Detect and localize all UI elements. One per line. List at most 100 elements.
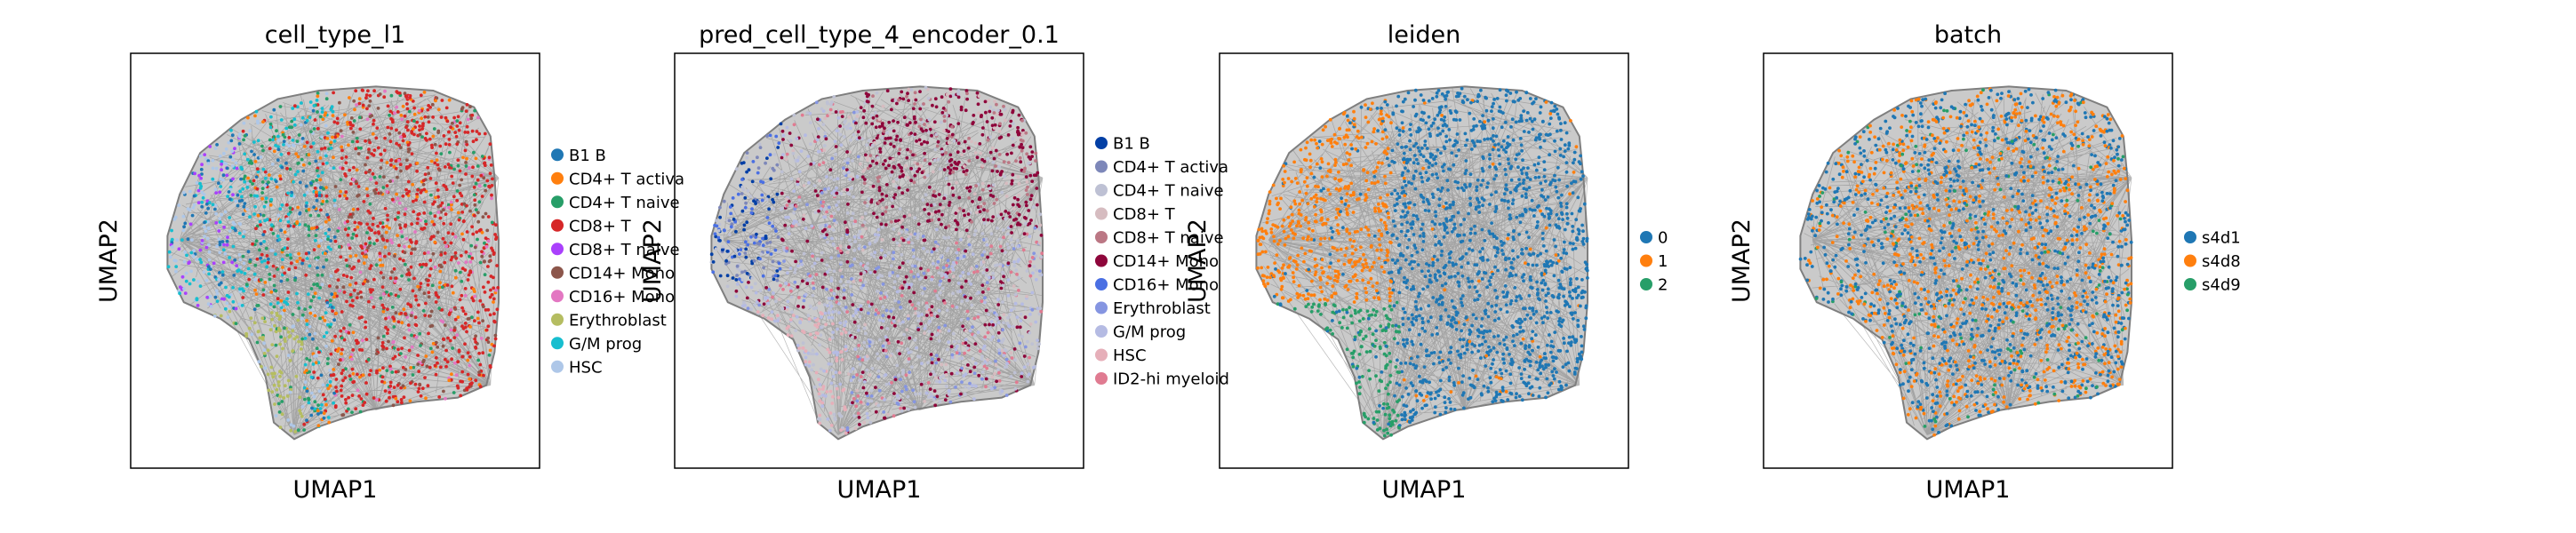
scatter-point — [464, 109, 468, 113]
scatter-point — [721, 248, 724, 252]
scatter-point — [322, 187, 325, 191]
scatter-point — [892, 145, 896, 148]
scatter-point — [1312, 293, 1316, 298]
scatter-point — [467, 316, 471, 321]
scatter-point — [304, 273, 308, 277]
scatter-point — [421, 182, 426, 187]
scatter-point — [436, 211, 441, 214]
scatter-point — [381, 334, 386, 338]
scatter-point — [347, 227, 351, 230]
scatter-point — [221, 173, 226, 178]
scatter-point — [453, 254, 457, 259]
scatter-point — [231, 177, 235, 181]
scatter-point — [907, 357, 911, 361]
scatter-point — [986, 358, 989, 362]
scatter-point — [860, 223, 865, 227]
scatter-point — [236, 193, 240, 197]
scatter-point — [972, 192, 977, 196]
scatter-point — [836, 177, 840, 181]
scatter-point — [1364, 286, 1368, 290]
scatter-point — [828, 350, 832, 354]
scatter-point — [888, 127, 892, 131]
scatter-point — [289, 428, 293, 433]
scatter-point — [214, 289, 219, 293]
scatter-point — [838, 249, 843, 253]
scatter-point — [858, 314, 862, 319]
scatter-point — [931, 212, 935, 217]
scatter-point — [964, 169, 969, 172]
scatter-point — [1012, 122, 1015, 125]
scatter-point — [1385, 427, 1388, 432]
scatter-point — [312, 104, 316, 107]
scatter-point — [1350, 147, 1354, 151]
scatter-point — [1490, 105, 1494, 108]
scatter-point — [204, 245, 209, 250]
scatter-point — [344, 155, 348, 159]
scatter-point — [863, 245, 867, 249]
scatter-point — [1387, 392, 1390, 396]
scatter-point — [1570, 181, 1573, 186]
scatter-point — [949, 157, 954, 162]
scatter-point — [933, 97, 938, 101]
scatter-point — [853, 240, 857, 243]
scatter-point — [951, 93, 956, 98]
scatter-point — [191, 254, 196, 259]
scatter-point — [412, 119, 416, 123]
scatter-point — [1017, 181, 1021, 186]
scatter-point — [1439, 117, 1444, 122]
scatter-point — [323, 319, 327, 322]
scatter-point — [1031, 271, 1035, 275]
scatter-point — [308, 358, 312, 362]
scatter-point — [279, 153, 284, 156]
scatter-point — [930, 277, 934, 282]
scatter-point — [1348, 152, 1352, 156]
scatter-point — [308, 332, 312, 337]
scatter-point — [182, 191, 186, 195]
scatter-point — [451, 290, 455, 295]
scatter-point — [243, 179, 247, 184]
scatter-point — [820, 223, 825, 227]
scatter-point — [872, 255, 876, 259]
scatter-point — [1005, 243, 1010, 246]
scatter-point — [842, 321, 846, 325]
scatter-point — [934, 248, 939, 252]
scatter-point — [1004, 217, 1007, 221]
scatter-point — [950, 124, 954, 129]
scatter-point — [272, 383, 276, 387]
scatter-point — [944, 226, 948, 230]
scatter-point — [495, 307, 500, 312]
scatter-point — [1026, 379, 1030, 384]
scatter-point — [994, 359, 997, 363]
scatter-point — [989, 244, 994, 249]
scatter-point — [956, 95, 961, 99]
scatter-point — [897, 186, 901, 190]
scatter-point — [332, 203, 337, 208]
scatter-point — [407, 109, 412, 114]
scatter-point — [807, 360, 812, 364]
scatter-point — [268, 302, 273, 306]
scatter-point — [275, 354, 279, 358]
scatter-point — [405, 158, 409, 163]
scatter-point — [850, 186, 853, 190]
scatter-point — [228, 155, 233, 159]
scatter-point — [940, 95, 944, 99]
scatter-point — [760, 193, 764, 197]
scatter-point — [729, 211, 733, 216]
scatter-point — [887, 251, 892, 255]
scatter-point — [860, 215, 864, 219]
scatter-point — [876, 201, 881, 204]
scatter-point — [815, 194, 820, 198]
scatter-point — [1012, 264, 1017, 268]
scatter-point — [811, 254, 814, 259]
scatter-point — [234, 228, 237, 233]
scatter-point — [390, 197, 395, 202]
scatter-point — [444, 244, 449, 249]
scatter-point — [854, 404, 859, 409]
scatter-point — [827, 205, 831, 210]
scatter-point — [920, 171, 924, 175]
scatter-point — [431, 134, 436, 139]
scatter-point — [920, 291, 924, 296]
scatter-point — [1033, 226, 1037, 230]
scatter-point — [931, 170, 935, 174]
scatter-point — [296, 205, 300, 210]
